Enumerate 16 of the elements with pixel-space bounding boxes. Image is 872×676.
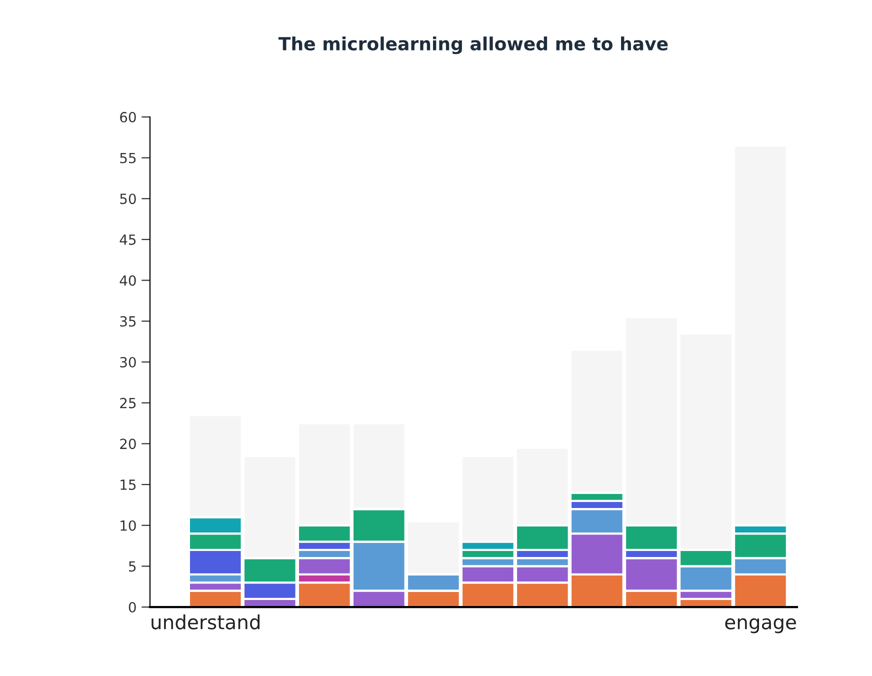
- y-tick-label: 50: [120, 194, 136, 204]
- text: engage: [725, 618, 796, 634]
- y-tick-label: 40: [120, 275, 136, 286]
- y-tick-label: 35: [120, 316, 136, 327]
- y-tick-label: 25: [120, 398, 136, 408]
- y-tick-label: 60: [120, 112, 136, 122]
- y-tick-label: 15: [120, 480, 136, 490]
- y-tick-label: 10: [120, 520, 136, 531]
- y-tick-label: 55: [120, 152, 136, 164]
- chart-title: The microlearning allowed me to have: [278, 36, 668, 54]
- y-tick-label: 5: [129, 561, 136, 572]
- y-tick-label: 0: [128, 602, 136, 613]
- y-tick-label: 45: [120, 234, 136, 245]
- text: understand: [152, 614, 260, 630]
- y-tick-label: 30: [120, 356, 136, 368]
- y-tick-label: 20: [120, 438, 136, 450]
